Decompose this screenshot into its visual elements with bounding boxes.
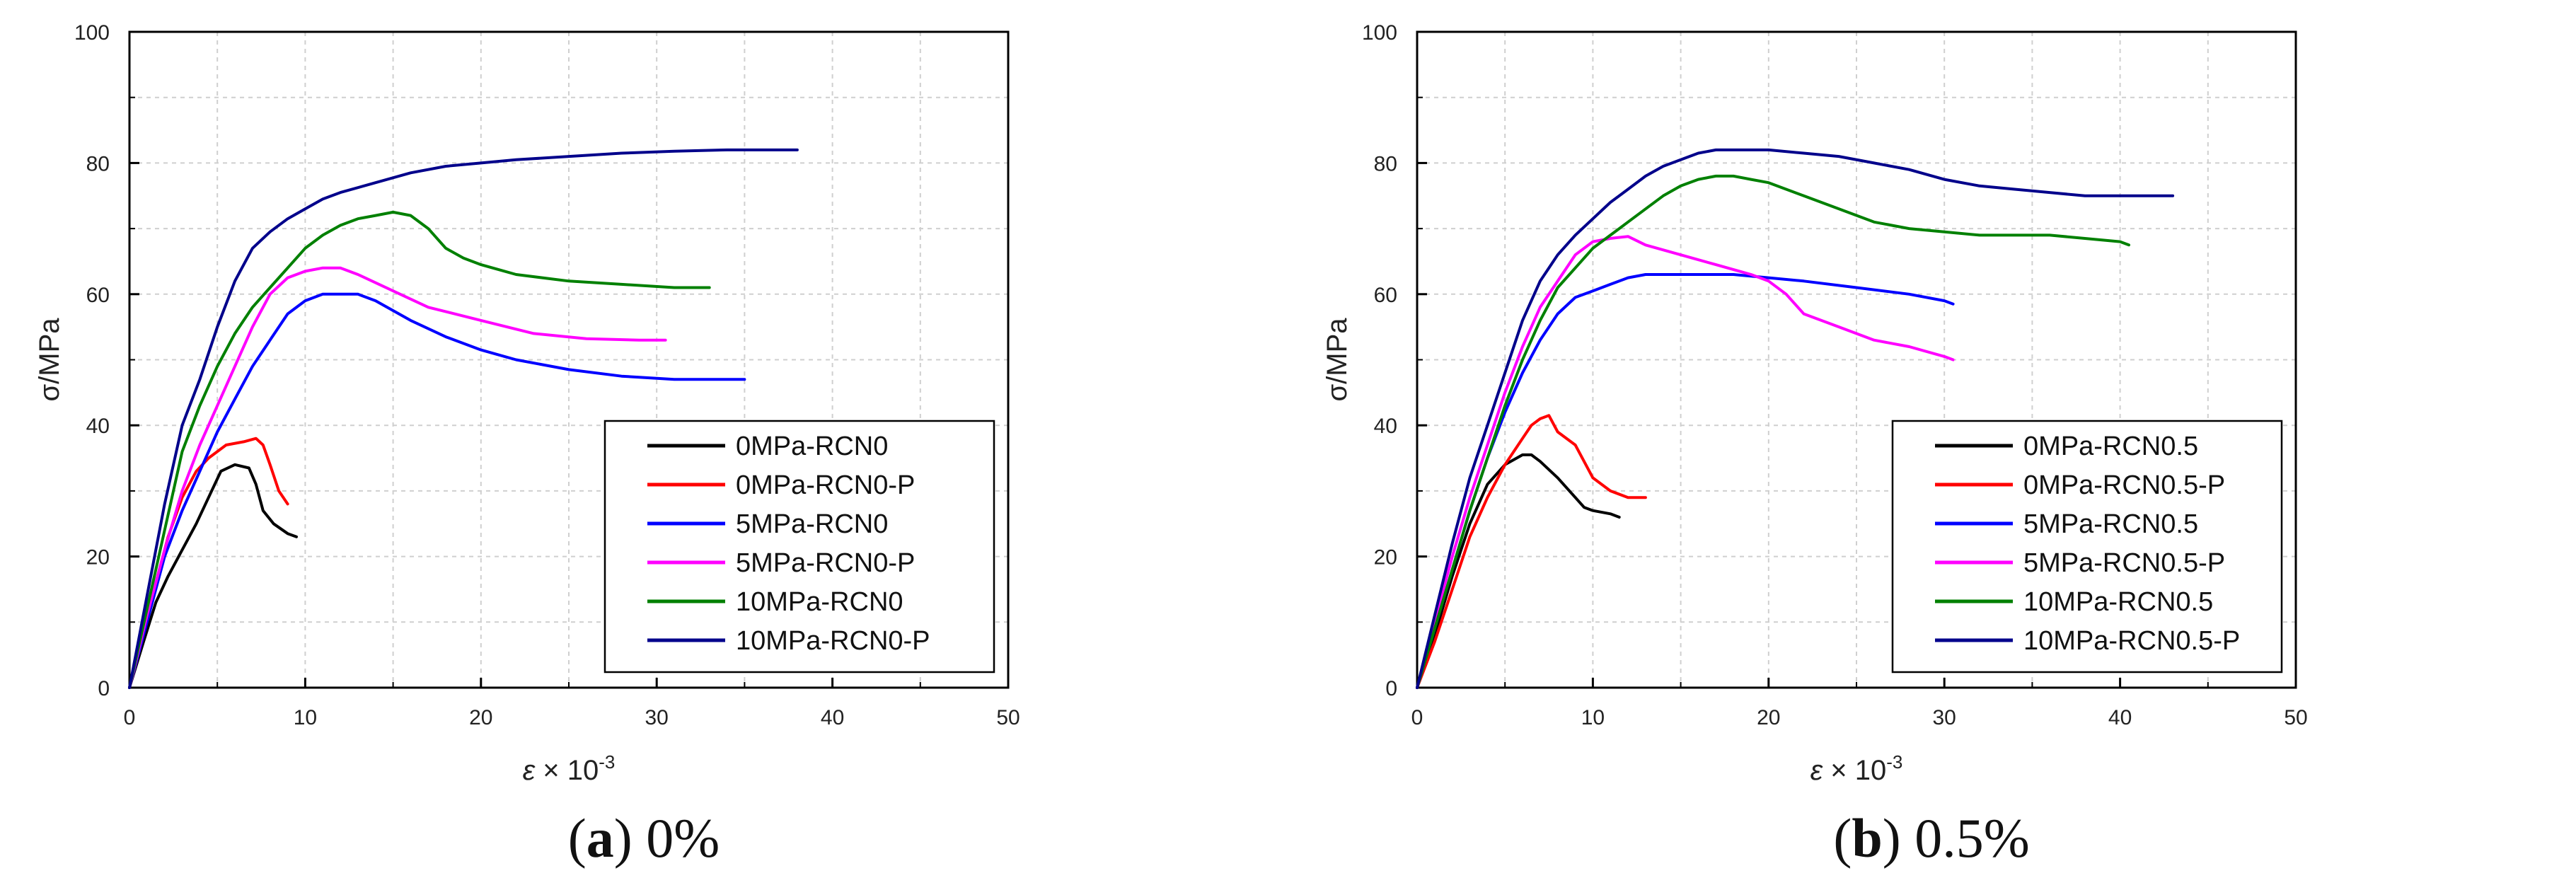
legend-label: 10MPa-RCN0 [736,587,903,617]
caption-b: (b) 0.5% [1833,807,2030,869]
y-tick-label: 20 [86,546,110,570]
y-tick-label: 20 [1374,546,1397,570]
x-tick-label: 0 [124,706,136,729]
caption-a-letter: a [586,807,614,869]
caption-b-text: 0.5% [1914,807,2030,869]
chart-a-svg: 0 10 20 30 40 50 0 20 40 60 80 100 ε × 10-3 σ/MPa 0MPa… [34,21,1020,786]
chart-b-svg: 0 10 20 30 40 50 0 20 40 60 80 100 ε × 10-3 σ/MPa 0MPa… [1322,21,2308,786]
series-line-10mpa-rcn0-5 [1416,174,2130,689]
x-tick-label: 20 [1757,706,1780,729]
legend-label: 10MPa-RCN0.5 [2023,587,2213,617]
legend-label: 5MPa-RCN0.5-P [2023,548,2225,578]
legend-box [603,420,995,674]
series-line-10mpa-rcn0-5-p [1416,148,2175,689]
legend-label: 10MPa-RCN0-P [736,626,930,656]
y-tick-label: 40 [86,415,110,438]
x-tick-label: 10 [1581,706,1605,729]
y-tick-label: 80 [1374,152,1397,175]
legend-box [1891,420,2283,674]
y-tick-label: 60 [86,284,110,307]
y-tick-label: 80 [86,152,110,175]
y-axis-title: σ/MPa [34,318,65,402]
series-line-0mpa-rcn0-5 [1416,453,1621,689]
legend-label: 10MPa-RCN0.5-P [2023,626,2240,656]
x-tick-label: 10 [294,706,317,729]
x-tick-label: 50 [2284,706,2307,729]
legend-label: 5MPa-RCN0 [736,509,888,539]
x-axis-title: ε × 10-3 [523,751,616,786]
caption-b-letter: b [1852,807,1883,869]
y-tick-label: 0 [1385,677,1397,700]
x-tick-label: 30 [1933,706,1956,729]
y-axis-title: σ/MPa [1322,318,1353,402]
legend-label: 0MPa-RCN0-P [736,470,915,500]
caption-a: (a) 0% [567,807,720,869]
x-tick-label: 40 [2108,706,2132,729]
series-line-0mpa-rcn0-5-p [1416,414,1647,689]
x-tick-label: 0 [1411,706,1423,729]
series-line-10mpa-rcn0-p [128,148,799,689]
chart-panel-a: 0 10 20 30 40 50 0 20 40 60 80 100 ε × 10-3 σ/MPa 0MPa… [34,21,1020,869]
caption-a-text: 0% [646,807,720,869]
x-tick-label: 50 [996,706,1020,729]
y-tick-label: 60 [1374,284,1397,307]
series-line-0mpa-rcn0 [128,463,298,689]
y-tick-label: 0 [98,677,110,700]
legend-label: 5MPa-RCN0.5 [2023,509,2198,539]
x-axis-title: ε × 10-3 [1810,751,1903,786]
chart-panel-b: 0 10 20 30 40 50 0 20 40 60 80 100 ε × 10-3 σ/MPa 0MPa… [1288,0,2575,890]
legend-label: 0MPa-RCN0.5 [2023,432,2198,461]
x-tick-label: 20 [469,706,492,729]
x-tick-label: 40 [821,706,844,729]
legend-label: 0MPa-RCN0 [736,432,888,461]
y-tick-label: 40 [1374,415,1397,438]
series-line-5mpa-rcn0 [128,292,746,689]
y-tick-label: 100 [74,21,110,45]
series-line-10mpa-rcn0 [128,210,711,689]
x-tick-label: 30 [645,706,669,729]
legend-label: 0MPa-RCN0.5-P [2023,470,2225,500]
series-line-5mpa-rcn0-5-p [1416,235,1955,689]
y-tick-label: 100 [1362,21,1397,45]
legend-label: 5MPa-RCN0-P [736,548,915,578]
series-line-5mpa-rcn0-p [128,266,667,689]
